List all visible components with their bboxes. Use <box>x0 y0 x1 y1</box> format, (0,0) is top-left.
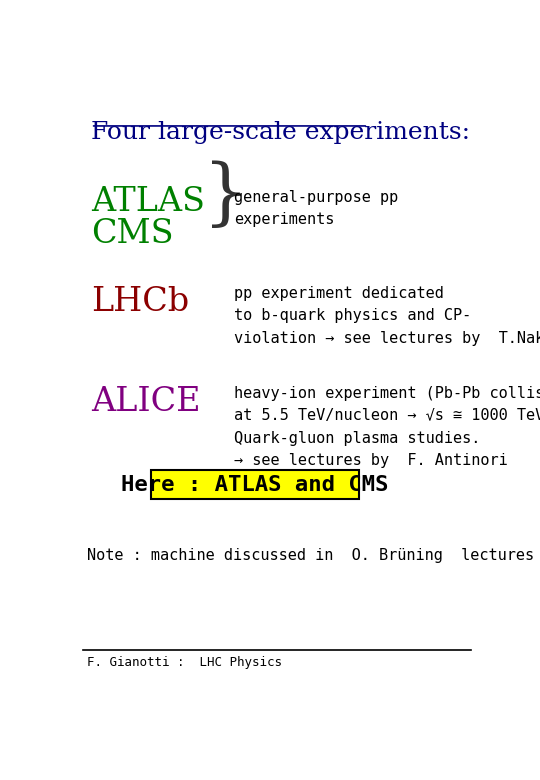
Text: LHCb: LHCb <box>91 286 189 318</box>
Text: Here : ATLAS and CMS: Here : ATLAS and CMS <box>122 475 389 495</box>
Text: Note : machine discussed in  O. Brüning  lectures: Note : machine discussed in O. Brüning l… <box>87 548 534 563</box>
Text: pp experiment dedicated
to b-quark physics and CP-
violation → see lectures by  : pp experiment dedicated to b-quark physi… <box>234 286 540 346</box>
Text: Four large-scale experiments:: Four large-scale experiments: <box>91 121 470 144</box>
Text: ATLAS: ATLAS <box>91 186 205 218</box>
Text: ALICE: ALICE <box>91 386 200 418</box>
Text: heavy-ion experiment (Pb-Pb collisions)
at 5.5 TeV/nucleon → √s ≅ 1000 TeV
Quark: heavy-ion experiment (Pb-Pb collisions) … <box>234 386 540 468</box>
FancyBboxPatch shape <box>151 470 359 499</box>
Text: }: } <box>203 161 249 232</box>
Text: CMS: CMS <box>91 218 173 250</box>
Text: general-purpose pp
experiments: general-purpose pp experiments <box>234 190 399 227</box>
Text: F. Gianotti :  LHC Physics: F. Gianotti : LHC Physics <box>87 656 282 668</box>
